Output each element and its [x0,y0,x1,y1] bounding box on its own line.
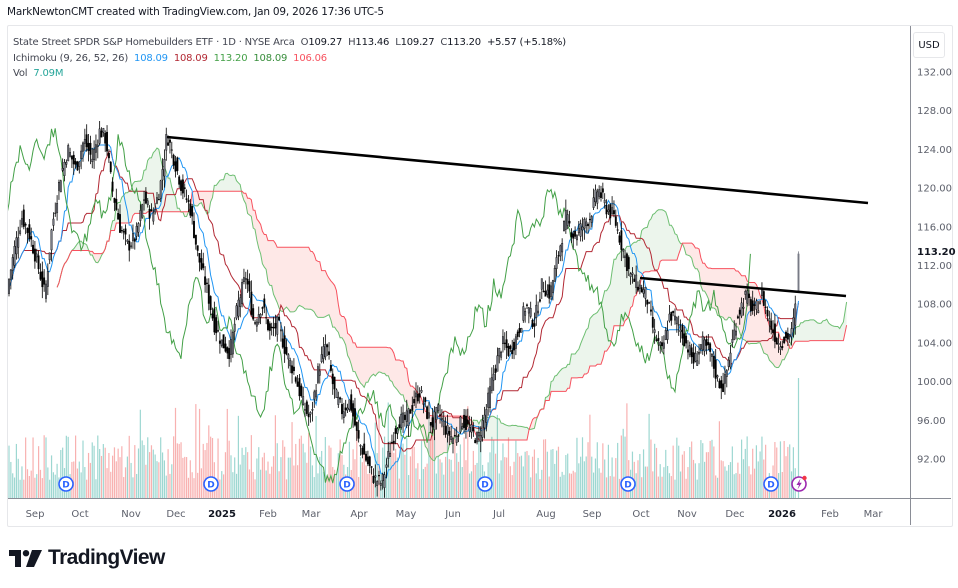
time-tick-label: Mar [302,509,322,520]
svg-text:D: D [624,481,631,491]
high-value: 113.46 [355,37,390,48]
time-tick-label: Nov [677,509,697,520]
time-tick-label: Mar [864,509,884,520]
last-price-label: 113.20 [917,247,956,258]
ichimoku-span-b-value: 106.06 [293,52,327,64]
base-line [8,150,799,452]
ichimoku-span-a-value: 108.09 [253,52,288,64]
legend-volume-row: Vol 7.09M [13,66,566,82]
legend-symbol-row: State Street SPDR S&P Homebuilders ETF ·… [13,37,566,48]
price-tick-label: 108.00 [917,300,952,311]
svg-text:D: D [767,481,774,491]
change-value: +5.57 (+5.18%) [486,37,566,48]
price-tick-label: 96.00 [917,416,946,427]
price-tick-label: 132.00 [917,68,952,79]
price-tick-label: 104.00 [917,338,952,349]
time-tick-label: Jul [492,509,505,520]
time-axis[interactable]: Sep Oct Nov Dec 2025 Feb Mar Apr May Jun Jul Aug Sep… [26,509,884,520]
dividend-marker[interactable]: D [763,476,779,492]
ichimoku-conversion-value: 108.09 [134,52,168,64]
currency-button[interactable]: USD [913,32,945,58]
tradingview-logo-text: TradingView [48,546,165,569]
time-tick-label: Dec [166,509,185,520]
chart-frame[interactable] [7,25,953,527]
time-tick-label: May [396,509,417,520]
ichimoku-lagging-value: 113.20 [213,52,248,64]
time-tick-label: Dec [725,509,744,520]
svg-text:D: D [62,481,69,491]
time-tick-label: Oct [632,509,649,520]
time-tick-label: Aug [536,509,556,520]
time-tick-label: 2025 [208,509,236,520]
earnings-marker[interactable] [791,475,807,492]
price-tick-label: 92.00 [917,455,946,466]
legend-ichimoku-row: Ichimoku (9, 26, 52, 26) 108.09 108.09 1… [13,51,566,67]
dividend-marker[interactable]: D [203,476,219,492]
trendline-long[interactable] [166,135,869,205]
dividend-marker[interactable]: D [477,476,493,492]
close-value: 113.20 [447,37,481,48]
time-tick-label: Oct [71,509,88,520]
low-value: 109.27 [400,37,435,48]
price-tick-label: 116.00 [917,222,952,233]
time-tick-label: Nov [121,509,141,520]
time-tick-label: Feb [821,509,839,520]
open-value: 109.27 [308,37,343,48]
volume-label[interactable]: Vol [13,68,28,79]
ichimoku-base-value: 108.09 [173,52,208,64]
candlesticks [8,121,800,498]
time-tick-label: Feb [259,509,277,520]
trendline-short[interactable] [639,276,847,298]
volume-value: 7.09M [33,68,64,79]
price-axis[interactable]: 132.00 128.00 124.00 120.00 116.00 112.00 108.… [917,68,956,466]
price-tick-label: 128.00 [917,106,952,117]
ichimoku-label[interactable]: Ichimoku (9, 26, 52, 26) [13,52,129,64]
trendlines[interactable] [166,135,869,298]
symbol-name[interactable]: State Street SPDR S&P Homebuilders ETF ·… [13,37,295,48]
svg-text:D: D [207,481,214,491]
price-tick-label: 124.00 [917,145,952,156]
price-tick-label: 100.00 [917,377,952,388]
svg-text:D: D [481,481,488,491]
time-tick-label: 2026 [768,509,796,520]
price-tick-label: 120.00 [917,184,952,195]
time-tick-label: Apr [350,509,368,520]
dividend-marker[interactable]: D [339,476,355,492]
dividend-marker[interactable]: D [620,476,636,492]
chart-legend: State Street SPDR S&P Homebuilders ETF ·… [13,35,566,82]
svg-text:D: D [343,481,350,491]
price-tick-label: 112.00 [917,261,952,272]
lightning-icon [796,478,802,490]
attribution-text: MarkNewtonCMT created with TradingView.c… [7,6,384,18]
time-tick-label: Jun [444,509,461,520]
tradingview-logo[interactable]: TradingView [9,546,165,570]
time-tick-label: Sep [26,509,45,520]
tradingview-logo-icon [9,549,42,567]
dividend-marker[interactable]: D [58,476,74,492]
time-tick-label: Sep [583,509,602,520]
